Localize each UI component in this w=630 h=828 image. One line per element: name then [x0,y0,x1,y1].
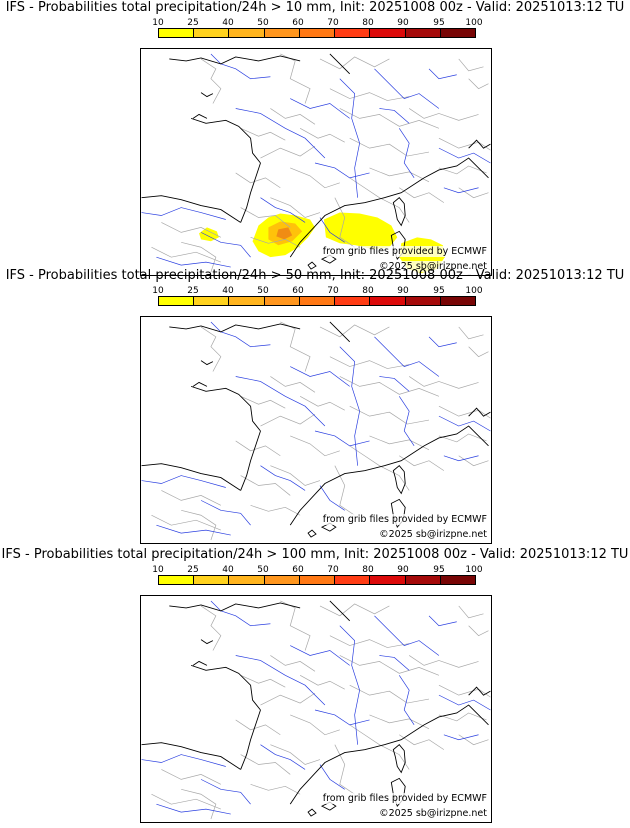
scale-label: 90 [397,18,409,28]
scale-bar [158,296,476,306]
scale-label: 90 [397,565,409,575]
scale-swatch [299,576,336,584]
scale-swatch [440,576,475,584]
data-source-credit: from grib files provided by ECMWF [322,793,487,804]
scale-label: 90 [397,286,409,296]
copyright-credit: ©2025 sb@irizpne.net [379,808,487,819]
scale-bar [158,28,476,38]
scale-swatch [335,576,371,584]
scale-label: 50 [257,286,269,296]
scale-swatch [370,297,406,305]
scale-swatch [405,576,441,584]
scale-label: 80 [362,286,374,296]
scale-swatch [194,576,230,584]
scale-swatch [335,297,371,305]
precip-area-catalonia-high [276,227,293,240]
map-canvas [141,53,491,274]
scale-label: 60 [292,18,304,28]
map-canvas [141,600,491,820]
scale-swatch [159,29,195,37]
scale-labels: 10 25 40 50 60 70 80 90 95 100 [152,286,482,296]
scale-label: 80 [362,18,374,28]
scale-label: 100 [465,18,483,28]
map-frame: from grib files provided by ECMWF ©2025 … [140,48,492,276]
copyright-credit: ©2025 sb@irizpne.net [379,261,487,272]
scale-swatch [299,29,336,37]
scale-swatch [264,29,300,37]
panel-50mm: IFS - Probabilities total precipitation/… [0,268,630,544]
scale-bar [158,575,476,585]
map-canvas [141,321,491,541]
scale-labels: 10 25 40 50 60 70 80 90 95 100 [152,565,482,575]
precip-area-balearic-sea [323,212,398,250]
probability-scale: 10 25 40 50 60 70 80 90 95 100 [152,286,483,310]
scale-label: 100 [465,286,483,296]
scale-label: 70 [327,286,339,296]
scale-label: 25 [187,286,199,296]
scale-swatch [229,29,265,37]
scale-label: 60 [292,286,304,296]
panel-100mm: IFS - Probabilities total precipitation/… [0,547,630,823]
scale-label: 80 [362,565,374,575]
scale-label: 25 [187,565,199,575]
probability-scale: 10 25 40 50 60 70 80 90 95 100 [152,565,483,589]
panel-title: IFS - Probabilities total precipitation/… [1,547,629,562]
panel-title: IFS - Probabilities total precipitation/… [5,268,625,283]
panel-10mm: IFS - Probabilities total precipitation/… [0,0,630,276]
scale-swatch [405,29,441,37]
scale-label: 40 [222,565,234,575]
scale-label: 95 [433,565,445,575]
scale-label: 10 [152,565,164,575]
precip-area-north-spain [199,227,219,242]
scale-swatch [194,29,230,37]
map-frame: from grib files provided by ECMWF ©2025 … [140,595,492,823]
scale-swatch [229,576,265,584]
data-source-credit: from grib files provided by ECMWF [322,514,487,525]
scale-swatch [370,576,406,584]
scale-label: 95 [433,18,445,28]
probability-scale: 10 25 40 50 60 70 80 90 95 100 [152,18,483,42]
scale-label: 25 [187,18,199,28]
scale-label: 40 [222,286,234,296]
panel-title: IFS - Probabilities total precipitation/… [5,0,625,15]
scale-labels: 10 25 40 50 60 70 80 90 95 100 [152,18,482,28]
scale-label: 60 [292,565,304,575]
scale-label: 70 [327,565,339,575]
scale-swatch [440,297,475,305]
map-frame: from grib files provided by ECMWF ©2025 … [140,316,492,544]
copyright-credit: ©2025 sb@irizpne.net [379,529,487,540]
scale-swatch [229,297,265,305]
scale-label: 100 [465,565,483,575]
scale-label: 10 [152,18,164,28]
scale-swatch [405,297,441,305]
scale-label: 10 [152,286,164,296]
scale-swatch [440,29,475,37]
scale-swatch [264,576,300,584]
scale-label: 95 [433,286,445,296]
scale-swatch [335,29,371,37]
scale-swatch [159,297,195,305]
data-source-credit: from grib files provided by ECMWF [322,246,487,257]
scale-swatch [264,297,300,305]
scale-swatch [194,297,230,305]
scale-swatch [370,29,406,37]
scale-label: 50 [257,18,269,28]
scale-label: 40 [222,18,234,28]
scale-swatch [299,297,336,305]
scale-label: 50 [257,565,269,575]
scale-label: 70 [327,18,339,28]
scale-swatch [159,576,195,584]
